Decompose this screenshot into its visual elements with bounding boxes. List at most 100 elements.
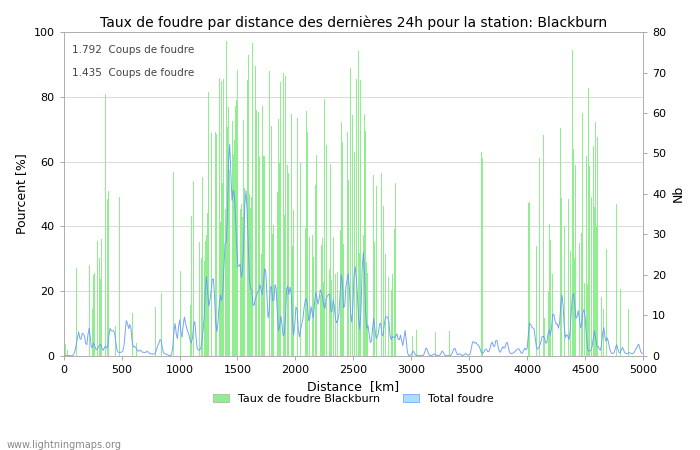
Bar <box>239 209 241 356</box>
Bar <box>326 144 327 356</box>
Bar <box>246 80 248 356</box>
Bar <box>392 274 393 356</box>
Bar <box>366 262 368 356</box>
Bar <box>330 164 331 356</box>
Bar <box>568 198 569 356</box>
Bar <box>335 274 336 356</box>
Bar <box>435 333 436 356</box>
Bar <box>594 207 595 356</box>
Bar <box>341 122 342 356</box>
Bar <box>280 81 281 356</box>
Bar <box>307 132 308 356</box>
Bar <box>449 331 450 356</box>
Bar <box>244 188 245 356</box>
Bar <box>572 50 573 356</box>
Bar <box>235 106 236 356</box>
Bar <box>100 279 102 356</box>
Bar <box>228 107 229 356</box>
Bar <box>155 307 156 356</box>
Bar <box>250 208 251 356</box>
Bar <box>606 249 607 356</box>
Y-axis label: Pourcent [%]: Pourcent [%] <box>15 153 28 234</box>
Bar <box>105 94 106 356</box>
Bar <box>373 176 374 356</box>
Bar <box>593 146 594 356</box>
Bar <box>374 242 375 356</box>
Bar <box>356 79 357 356</box>
Bar <box>271 126 272 356</box>
Bar <box>323 282 324 356</box>
Bar <box>346 132 347 356</box>
Bar <box>107 198 108 356</box>
Bar <box>272 234 273 356</box>
Bar <box>586 156 587 356</box>
Bar <box>264 156 265 356</box>
Bar <box>320 295 321 356</box>
Bar <box>364 114 365 356</box>
Bar <box>588 88 589 356</box>
Bar <box>601 297 602 356</box>
Bar <box>340 230 341 356</box>
Bar <box>581 233 582 356</box>
Bar <box>290 114 292 356</box>
Bar <box>573 149 574 356</box>
Bar <box>223 79 225 356</box>
Bar <box>258 112 259 356</box>
Bar <box>550 240 551 356</box>
Bar <box>284 215 285 356</box>
Bar <box>543 135 544 356</box>
Bar <box>628 309 629 356</box>
Bar <box>227 127 228 356</box>
Bar <box>76 268 77 356</box>
Bar <box>207 213 208 356</box>
Bar <box>552 274 553 356</box>
X-axis label: Distance  [km]: Distance [km] <box>307 380 400 393</box>
Bar <box>234 140 235 356</box>
Bar <box>603 309 604 356</box>
Bar <box>256 110 257 356</box>
Bar <box>620 289 621 356</box>
Bar <box>221 81 222 356</box>
Bar <box>108 191 109 356</box>
Bar <box>342 142 343 356</box>
Bar <box>329 269 330 356</box>
Bar <box>560 128 561 356</box>
Bar <box>243 120 244 356</box>
Bar <box>315 185 316 356</box>
Bar <box>348 180 349 356</box>
Bar <box>229 170 230 356</box>
Bar <box>306 111 307 356</box>
Bar <box>385 254 386 356</box>
Bar <box>482 158 484 356</box>
Bar <box>376 186 377 356</box>
Bar <box>236 100 237 356</box>
Bar <box>587 284 588 356</box>
Bar <box>337 272 338 356</box>
Bar <box>287 165 288 356</box>
Bar <box>193 181 194 356</box>
Bar <box>564 226 565 356</box>
Bar <box>293 210 294 356</box>
Bar <box>395 183 396 356</box>
Bar <box>249 194 250 356</box>
Bar <box>359 252 360 356</box>
Bar <box>396 294 398 356</box>
Bar <box>278 119 279 356</box>
Bar <box>313 257 314 356</box>
Bar <box>596 226 597 356</box>
Bar <box>549 224 550 356</box>
Bar <box>191 216 192 356</box>
Bar <box>99 258 100 356</box>
Bar <box>66 350 68 356</box>
Bar <box>360 81 361 356</box>
Bar <box>582 112 583 356</box>
Bar <box>93 275 95 356</box>
Bar <box>312 235 313 356</box>
Bar <box>350 68 351 356</box>
Bar <box>554 168 556 356</box>
Bar <box>220 222 221 356</box>
Bar <box>94 273 95 356</box>
Bar <box>222 183 223 356</box>
Bar <box>574 258 575 356</box>
Bar <box>97 241 98 356</box>
